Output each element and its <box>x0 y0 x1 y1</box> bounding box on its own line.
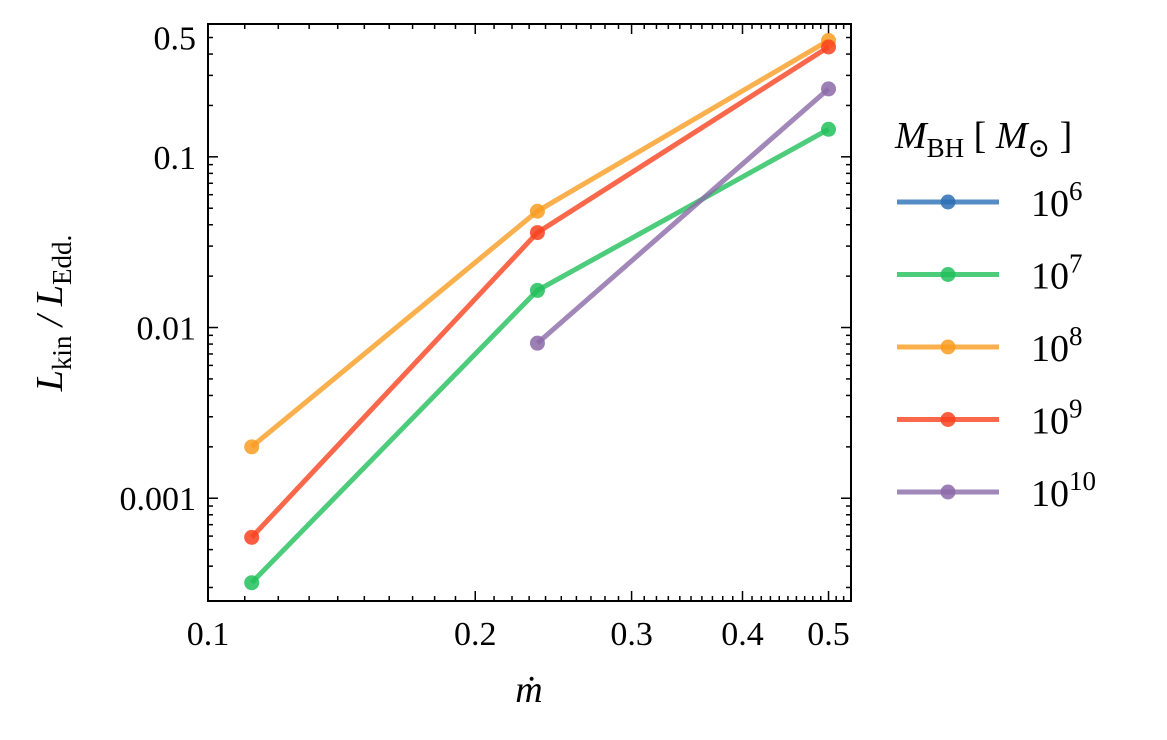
x-tick-label: 0.1 <box>187 616 230 653</box>
legend-label: 108 <box>1031 321 1083 370</box>
legend-swatch-marker <box>940 194 956 210</box>
y-label-main: L <box>29 370 71 392</box>
x-axis-label: ṁ <box>515 669 542 711</box>
legend-swatch-marker <box>940 267 956 282</box>
legend-item-10^9: 109 <box>897 394 1083 443</box>
data-point-10^9 <box>244 529 260 545</box>
data-point-10^8 <box>529 203 545 219</box>
svg-text:Lkin / LEdd.: Lkin / LEdd. <box>29 235 77 393</box>
legend-swatch-marker <box>940 339 956 355</box>
y-tick-label: 0.5 <box>154 21 197 58</box>
legend: MBH [ M⊙ ] 106 107 108 109 1010 <box>894 115 1096 515</box>
series-line-10^10 <box>535 87 831 346</box>
y-label-sub2: Edd. <box>47 235 77 285</box>
legend-label: 109 <box>1031 394 1083 443</box>
legend-item-10^6: 106 <box>897 176 1083 225</box>
x-tick-label: 0.5 <box>807 616 850 653</box>
data-point-10^7 <box>529 282 545 298</box>
legend-label: 107 <box>1031 249 1083 298</box>
x-tick-label: 0.3 <box>610 616 653 653</box>
tick-group <box>207 24 852 601</box>
legend-swatch-marker <box>940 484 956 500</box>
data-point-10^9 <box>529 225 545 241</box>
data-point-10^7 <box>244 575 260 591</box>
x-tick-label: 0.4 <box>721 616 764 653</box>
legend-item-10^10: 1010 <box>897 466 1096 515</box>
data-point-10^10 <box>821 81 837 97</box>
tick-label-group: 0.1 0.2 0.3 0.4 0.5 0.001 0.01 0.1 0.5 <box>120 21 850 653</box>
legend-item-10^8: 108 <box>897 321 1083 370</box>
series-layer <box>244 33 837 591</box>
y-label-sub1: kin <box>47 335 77 370</box>
x-tick-label: 0.2 <box>454 616 497 653</box>
y-label-sep: / L <box>29 285 71 336</box>
legend-label: 106 <box>1031 176 1083 225</box>
data-point-10^8 <box>244 439 260 455</box>
legend-item-10^7: 107 <box>897 249 1083 298</box>
y-axis-label: Lkin / LEdd. <box>29 235 77 393</box>
y-tick-label: 0.001 <box>120 481 197 518</box>
legend-swatch-marker <box>940 412 956 427</box>
data-point-10^7 <box>821 121 837 137</box>
y-tick-label: 0.01 <box>137 311 197 348</box>
data-point-10^10 <box>529 335 545 351</box>
y-tick-label: 0.1 <box>154 140 197 177</box>
legend-label: 1010 <box>1031 466 1096 515</box>
data-point-10^9 <box>821 39 837 55</box>
plot-frame <box>207 23 852 602</box>
series-line-10^7 <box>249 127 830 585</box>
legend-title: MBH [ M⊙ ] <box>894 115 1072 163</box>
